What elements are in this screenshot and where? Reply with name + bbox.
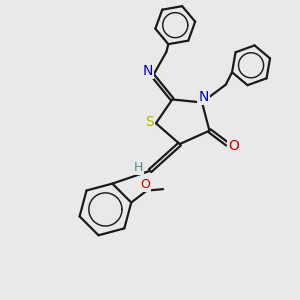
Text: H: H bbox=[134, 161, 143, 174]
Text: O: O bbox=[228, 139, 239, 152]
Text: N: N bbox=[198, 90, 209, 104]
Text: O: O bbox=[140, 178, 150, 190]
Text: N: N bbox=[142, 64, 153, 78]
Text: S: S bbox=[145, 115, 154, 129]
